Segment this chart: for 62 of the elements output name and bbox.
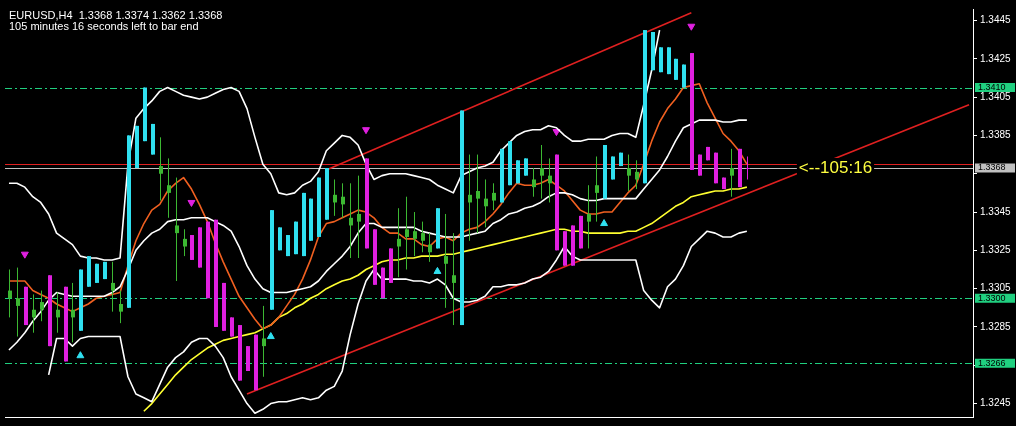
candlestick	[32, 293, 36, 334]
annotation: <--105:16	[798, 157, 873, 177]
ref-line-label: 1.3300	[978, 292, 1006, 303]
candlestick	[175, 177, 179, 282]
candlestick	[476, 154, 480, 234]
candlestick	[468, 154, 472, 242]
candlestick	[262, 305, 266, 378]
y-tick-label: 1.3325	[980, 244, 1012, 256]
candlestick	[71, 282, 75, 343]
point	[20, 251, 29, 259]
candlestick	[357, 175, 361, 259]
candlestick	[56, 291, 60, 334]
y-tick-label: 1.3345	[980, 205, 1012, 217]
candlestick	[405, 196, 409, 271]
candlestick	[167, 157, 171, 219]
candlestick	[730, 148, 734, 198]
point	[266, 332, 275, 340]
candlestick	[484, 178, 488, 228]
point	[687, 23, 696, 31]
candlestick	[349, 182, 353, 259]
y-tick-label: 1.3425	[980, 52, 1012, 64]
point	[600, 219, 609, 227]
candlestick	[111, 261, 115, 313]
candlestick	[444, 213, 448, 309]
y-tick-label: 1.3385	[980, 129, 1012, 141]
candlestick	[8, 269, 12, 318]
candlestick	[548, 157, 552, 203]
candlestick	[40, 290, 44, 322]
candlestick	[421, 221, 425, 253]
y-tick-label: 1.3445	[980, 14, 1012, 26]
candlestick	[413, 211, 417, 257]
candlestick	[627, 154, 631, 192]
y-tick-label: 1.3305	[980, 282, 1012, 294]
ref-line-label: 1.3368	[978, 162, 1006, 173]
y-tick-label: 1.3405	[980, 90, 1012, 102]
candlestick	[452, 232, 456, 326]
candlestick	[595, 155, 599, 223]
candlestick	[159, 136, 163, 202]
text: 105 minutes 16 seconds left to bar end	[9, 20, 199, 33]
candlestick	[119, 290, 123, 324]
candlestick	[333, 178, 337, 217]
point	[433, 266, 442, 274]
candlestick	[540, 144, 544, 200]
candlestick	[397, 207, 401, 278]
candlestick	[587, 184, 591, 249]
candlestick	[341, 182, 345, 219]
y-tick-label: 1.3285	[980, 320, 1012, 332]
point	[362, 127, 370, 135]
ref-line-label: 1.3266	[978, 357, 1006, 368]
ref-line-label: 1.3410	[978, 82, 1006, 93]
candlestick	[746, 155, 750, 180]
candlestick	[635, 159, 639, 190]
y-tick-label: 1.3245	[980, 397, 1012, 409]
point	[187, 199, 196, 207]
candlestick	[428, 232, 432, 263]
candlestick	[16, 267, 20, 338]
point	[552, 129, 561, 137]
chart-title: EURUSD,H4 1.3368 1.3374 1.3362 1.3368	[9, 9, 223, 22]
candlestick	[492, 182, 496, 211]
candlestick	[532, 167, 536, 198]
point	[76, 351, 85, 359]
candlestick	[183, 228, 187, 257]
